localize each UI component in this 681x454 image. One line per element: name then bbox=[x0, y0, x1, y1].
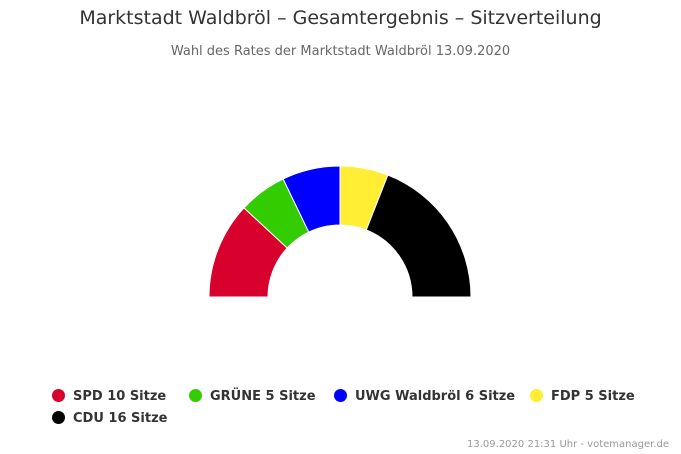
legend-label-fdp: FDP 5 Sitze bbox=[551, 389, 635, 404]
legend-row: CDU 16 Sitze bbox=[52, 408, 672, 430]
chart-legend: SPD 10 Sitze GRÜNE 5 Sitze UWG Waldbröl … bbox=[52, 386, 672, 430]
legend-row: SPD 10 Sitze GRÜNE 5 Sitze UWG Waldbröl … bbox=[52, 386, 672, 408]
legend-label-gruene: GRÜNE 5 Sitze bbox=[210, 389, 316, 404]
legend-label-uwg: UWG Waldbröl 6 Sitze bbox=[355, 389, 516, 404]
legend-item-gruene[interactable]: GRÜNE 5 Sitze bbox=[189, 386, 316, 408]
legend-item-cdu[interactable]: CDU 16 Sitze bbox=[52, 408, 167, 430]
seat-slice-cdu[interactable] bbox=[365, 174, 472, 298]
legend-label-cdu: CDU 16 Sitze bbox=[73, 411, 168, 426]
legend-marker-spd bbox=[52, 389, 65, 402]
legend-marker-cdu bbox=[52, 411, 65, 424]
legend-item-fdp[interactable]: FDP 5 Sitze bbox=[530, 386, 635, 408]
legend-item-spd[interactable]: SPD 10 Sitze bbox=[52, 386, 166, 408]
chart-title: Marktstadt Waldbröl – Gesamtergebnis – S… bbox=[79, 7, 602, 29]
chart-subtitle: Wahl des Rates der Marktstadt Waldbröl 1… bbox=[170, 44, 511, 59]
legend-label-spd: SPD 10 Sitze bbox=[73, 389, 167, 404]
legend-marker-fdp bbox=[530, 389, 543, 402]
legend-marker-uwg bbox=[334, 389, 347, 402]
credits-link[interactable]: 13.09.2020 21:31 Uhr - votemanager.de bbox=[467, 439, 669, 450]
legend-item-uwg[interactable]: UWG Waldbröl 6 Sitze bbox=[334, 386, 515, 408]
legend-marker-gruene bbox=[189, 389, 202, 402]
seat-distribution-chart bbox=[208, 165, 472, 298]
